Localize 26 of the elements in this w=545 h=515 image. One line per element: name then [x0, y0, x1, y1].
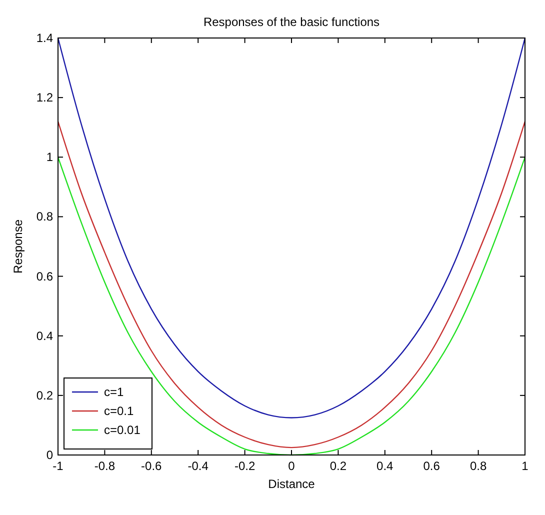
line-series	[57, 37, 526, 418]
x-tick-label: 0.6	[423, 459, 440, 473]
legend-label: c=0.01	[104, 423, 141, 437]
x-tick-label: 0.8	[470, 459, 487, 473]
y-tick-label: 1	[46, 150, 54, 164]
x-tick-label: -1	[52, 459, 64, 473]
x-tick-label: 0.2	[330, 459, 347, 473]
y-tick-label: 0.6	[36, 269, 54, 284]
chart-title: Responses of the basic functions	[203, 15, 380, 29]
x-tick-label: 1	[522, 459, 529, 473]
legend-label: c=1	[104, 385, 124, 399]
y-axis-title: Response	[11, 219, 25, 274]
y-tick-label: 0.4	[36, 328, 54, 343]
y-tick-label: 0.2	[36, 388, 54, 402]
x-tick-label: 0	[288, 459, 296, 473]
y-tick-label: 0	[46, 448, 54, 462]
x-tick-label: 0.4	[376, 459, 394, 473]
y-tick-label: 1.2	[36, 90, 54, 105]
x-tick-label: -0.4	[188, 459, 209, 473]
legend-label: c=0.1	[104, 404, 134, 418]
x-axis-title: Distance	[268, 477, 316, 491]
x-tick-label: -0.6	[141, 459, 162, 473]
y-tick-label: 0.8	[36, 210, 54, 224]
x-tick-label: -0.8	[94, 459, 116, 473]
y-tick-label: 1.4	[36, 31, 54, 45]
x-tick-label: -0.2	[234, 459, 256, 473]
